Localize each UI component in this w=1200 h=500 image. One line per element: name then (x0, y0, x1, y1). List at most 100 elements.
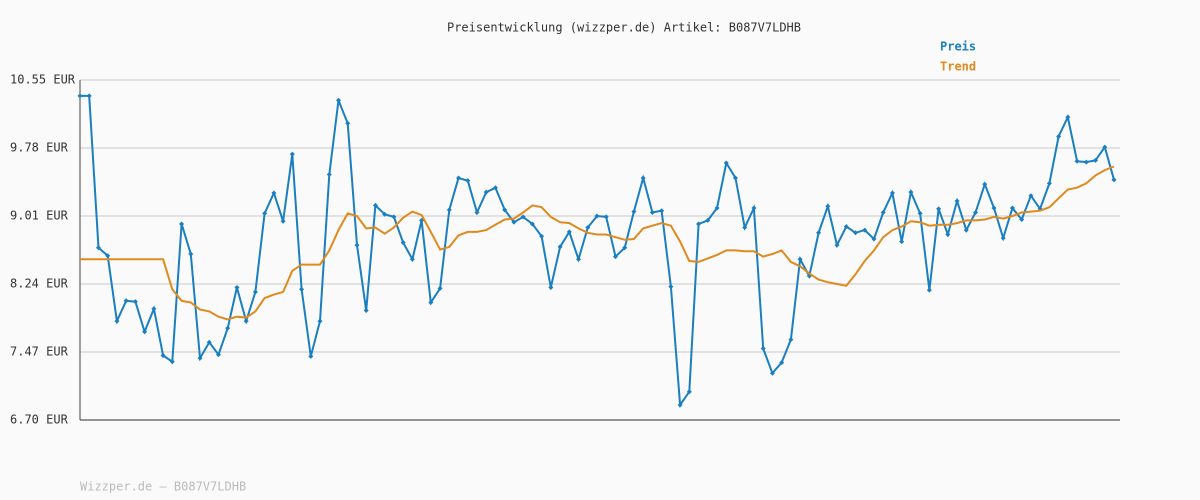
point-marker (123, 298, 129, 304)
point-marker (1019, 217, 1025, 223)
legend-label: Trend (940, 60, 976, 74)
y-tick-label: 7.47 EUR (10, 345, 69, 359)
point-marker (612, 254, 618, 260)
point-marker (105, 253, 111, 259)
point-marker (760, 345, 766, 351)
footer: Wizzper.de – B087V7LDHB (80, 480, 246, 494)
legend-label: Preis (940, 40, 976, 54)
y-tick-label: 9.78 EUR (10, 141, 69, 155)
point-marker (225, 325, 231, 331)
point-marker (280, 218, 286, 224)
point-marker (492, 185, 498, 191)
point-marker (557, 244, 563, 250)
point-marker (95, 245, 101, 251)
point-marker (243, 318, 249, 324)
point-marker (363, 307, 369, 313)
point-marker (179, 221, 185, 227)
point-marker (889, 190, 895, 196)
point-marker (206, 339, 212, 345)
point-marker (631, 209, 637, 215)
point-marker (779, 360, 785, 366)
point-marker (1056, 134, 1062, 140)
point-marker (1093, 157, 1099, 163)
y-tick-label: 8.24 EUR (10, 277, 69, 291)
point-marker (917, 210, 923, 216)
point-marker (529, 221, 535, 227)
point-marker (326, 171, 332, 177)
point-marker (816, 230, 822, 236)
point-marker (520, 214, 526, 220)
point-marker (677, 402, 683, 408)
point-marker (1028, 193, 1034, 199)
point-marker (732, 175, 738, 181)
point-marker (234, 285, 240, 291)
point-marker (354, 242, 360, 248)
point-marker (548, 285, 554, 291)
point-marker (788, 337, 794, 343)
series-line (80, 165, 1115, 321)
point-marker (566, 229, 572, 235)
point-marker (1102, 144, 1108, 150)
point-marker (474, 209, 480, 215)
point-marker (437, 285, 443, 291)
point-marker (456, 175, 462, 181)
point-marker (576, 256, 582, 262)
point-marker (594, 213, 600, 219)
point-marker (188, 251, 194, 257)
point-marker (649, 209, 655, 215)
point-marker (299, 286, 305, 292)
point-marker (502, 207, 508, 213)
point-marker (1009, 205, 1015, 211)
point-marker (308, 353, 314, 359)
point-marker (1046, 180, 1052, 186)
point-marker (862, 227, 868, 233)
point-marker (289, 151, 295, 157)
point-marker (622, 245, 628, 251)
point-marker (483, 189, 489, 195)
point-marker (151, 306, 157, 312)
point-marker (262, 210, 268, 216)
y-tick-label: 10.55 EUR (10, 73, 76, 87)
point-marker (428, 300, 434, 306)
point-marker (1065, 114, 1071, 120)
point-marker (659, 208, 665, 214)
point-marker (769, 370, 775, 376)
point-marker (963, 227, 969, 233)
point-marker (86, 93, 92, 99)
point-marker (723, 160, 729, 166)
point-marker (908, 189, 914, 195)
point-marker (686, 389, 692, 395)
point-marker (271, 190, 277, 196)
point-marker (945, 232, 951, 238)
point-marker (400, 239, 406, 245)
point-marker (160, 353, 166, 359)
y-tick-label: 9.01 EUR (10, 209, 69, 223)
point-marker (880, 209, 886, 215)
point-marker (714, 205, 720, 211)
point-marker (668, 284, 674, 290)
point-marker (926, 287, 932, 293)
point-marker (585, 224, 591, 230)
point-marker (797, 256, 803, 262)
point-marker (446, 207, 452, 213)
point-marker (871, 236, 877, 242)
point-marker (705, 217, 711, 223)
point-marker (77, 93, 83, 99)
point-marker (391, 214, 397, 220)
chart-title: Preisentwicklung (wizzper.de) Artikel: B… (447, 21, 801, 35)
point-marker (696, 221, 702, 227)
point-marker (899, 239, 905, 245)
point-marker (954, 198, 960, 204)
point-marker (317, 318, 323, 324)
point-marker (169, 359, 175, 365)
point-marker (345, 120, 351, 126)
point-marker (465, 178, 471, 184)
point-marker (539, 233, 545, 239)
point-marker (603, 214, 609, 220)
point-marker (409, 256, 415, 262)
point-marker (825, 203, 831, 209)
point-marker (372, 202, 378, 208)
point-marker (197, 355, 203, 361)
